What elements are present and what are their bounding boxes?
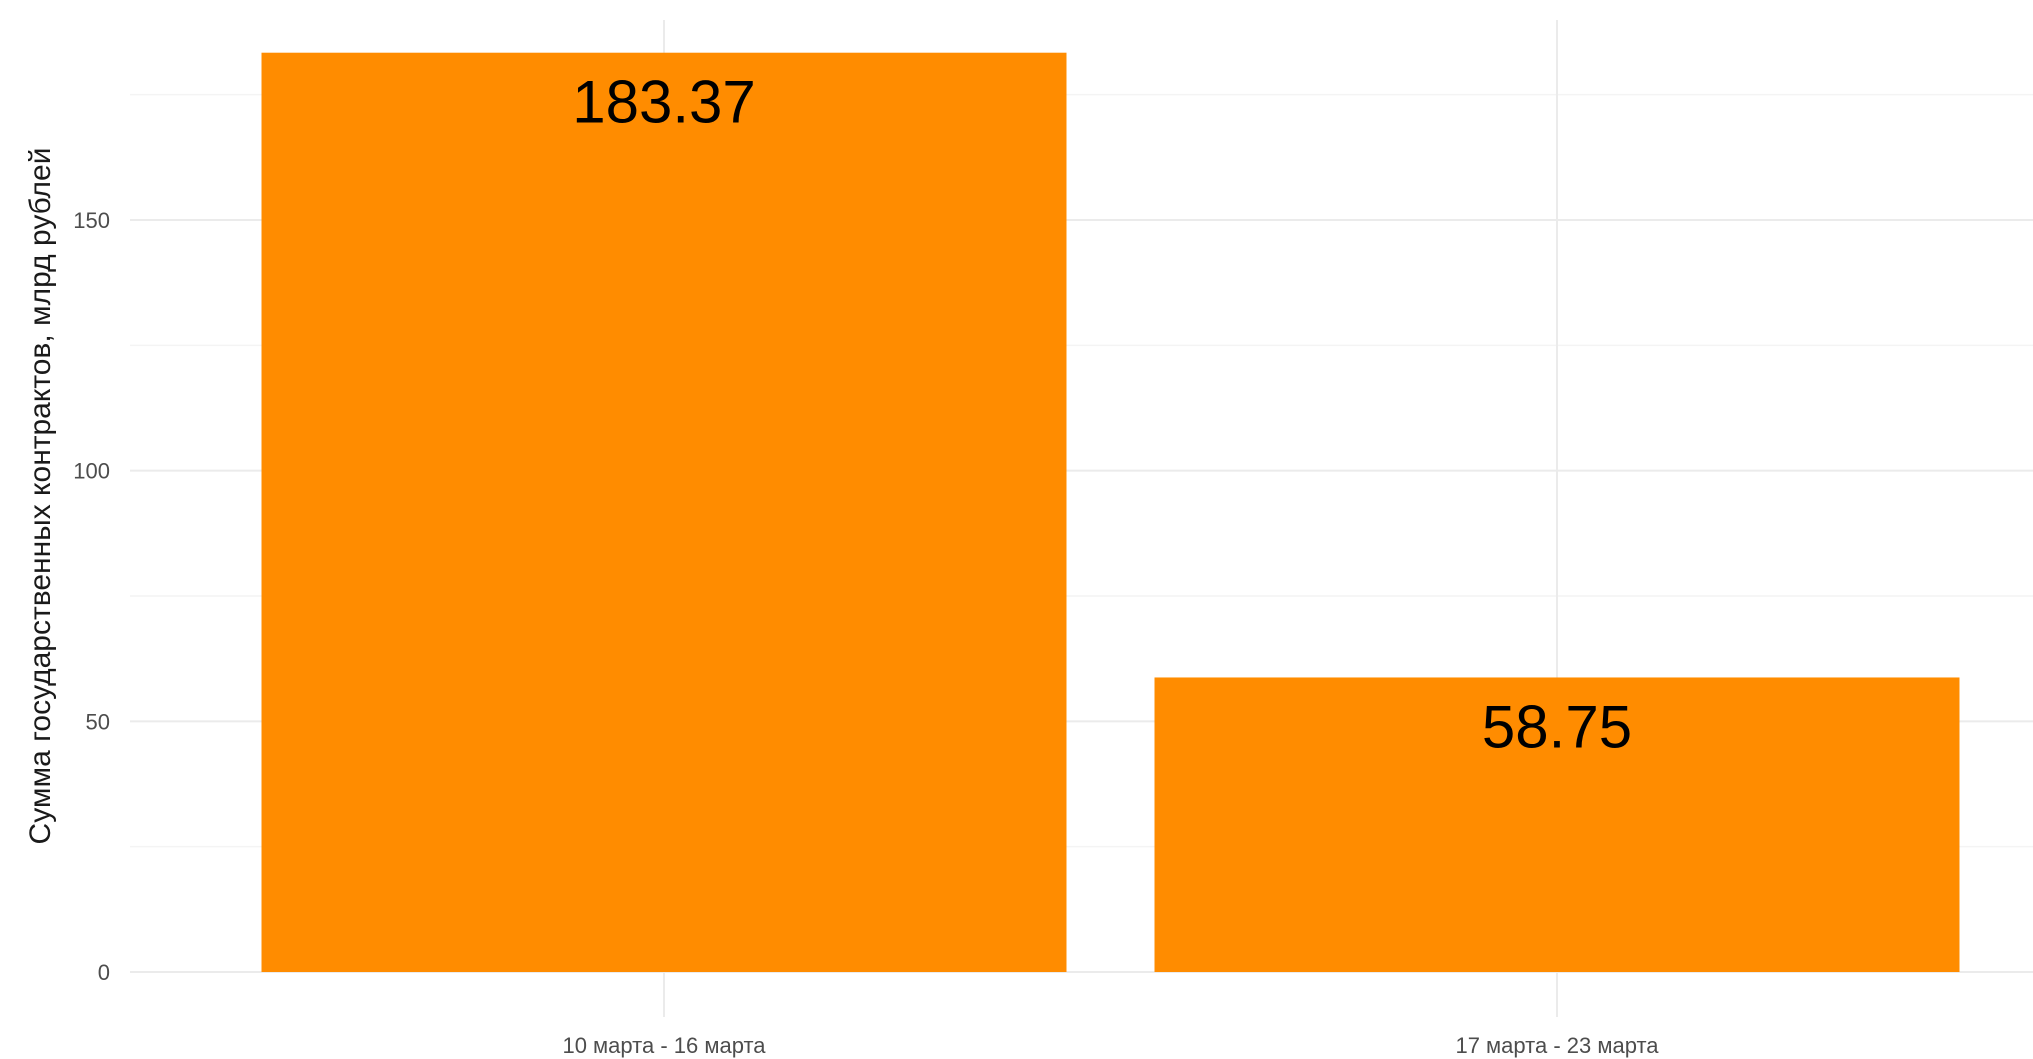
x-tick-label: 17 марта - 23 марта xyxy=(1455,1033,1659,1058)
y-tick-label: 50 xyxy=(86,709,110,734)
y-tick-label: 100 xyxy=(73,459,110,484)
x-axis-ticks: 10 марта - 16 марта 17 марта - 23 марта xyxy=(562,1033,1659,1058)
x-tick-label: 10 марта - 16 марта xyxy=(562,1033,766,1058)
bar-value-label: 58.75 xyxy=(1482,693,1632,760)
y-tick-label: 0 xyxy=(98,960,110,985)
bar xyxy=(261,52,1067,972)
y-axis-ticks: 0 50 100 150 xyxy=(73,208,110,985)
data-labels: 183.37 58.75 xyxy=(572,69,1632,761)
y-axis-title: Сумма государственных контрактов, млрд р… xyxy=(24,148,57,845)
bar-value-label: 183.37 xyxy=(572,69,756,136)
y-tick-label: 150 xyxy=(73,208,110,233)
bars xyxy=(261,52,1960,972)
bar xyxy=(1154,677,1960,972)
